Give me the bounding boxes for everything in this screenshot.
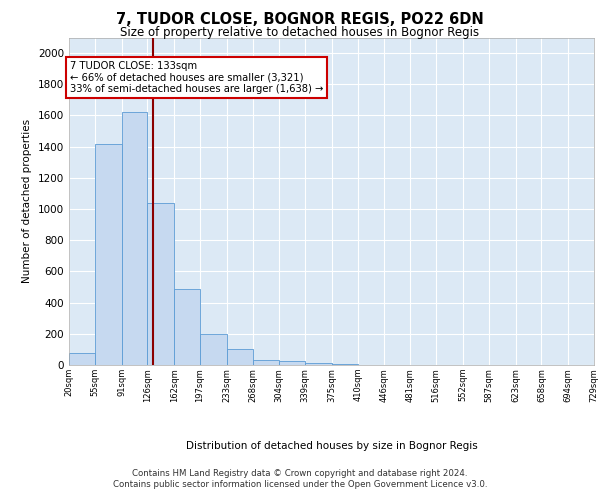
- Text: 7, TUDOR CLOSE, BOGNOR REGIS, PO22 6DN: 7, TUDOR CLOSE, BOGNOR REGIS, PO22 6DN: [116, 12, 484, 28]
- Bar: [227, 350, 253, 365]
- X-axis label: Distribution of detached houses by size in Bognor Regis: Distribution of detached houses by size …: [185, 440, 478, 450]
- Bar: [122, 112, 148, 365]
- Text: Contains HM Land Registry data © Crown copyright and database right 2024.: Contains HM Land Registry data © Crown c…: [132, 468, 468, 477]
- Bar: [174, 288, 200, 365]
- Bar: [279, 361, 305, 365]
- Bar: [305, 364, 332, 365]
- Text: 7 TUDOR CLOSE: 133sqm
← 66% of detached houses are smaller (3,321)
33% of semi-d: 7 TUDOR CLOSE: 133sqm ← 66% of detached …: [70, 61, 323, 94]
- Bar: [200, 334, 227, 365]
- Bar: [95, 144, 122, 365]
- Bar: [332, 364, 358, 365]
- Y-axis label: Number of detached properties: Number of detached properties: [22, 119, 32, 284]
- Text: Size of property relative to detached houses in Bognor Regis: Size of property relative to detached ho…: [121, 26, 479, 39]
- Bar: [69, 352, 95, 365]
- Text: Contains public sector information licensed under the Open Government Licence v3: Contains public sector information licen…: [113, 480, 487, 489]
- Bar: [253, 360, 279, 365]
- Bar: [148, 203, 174, 365]
